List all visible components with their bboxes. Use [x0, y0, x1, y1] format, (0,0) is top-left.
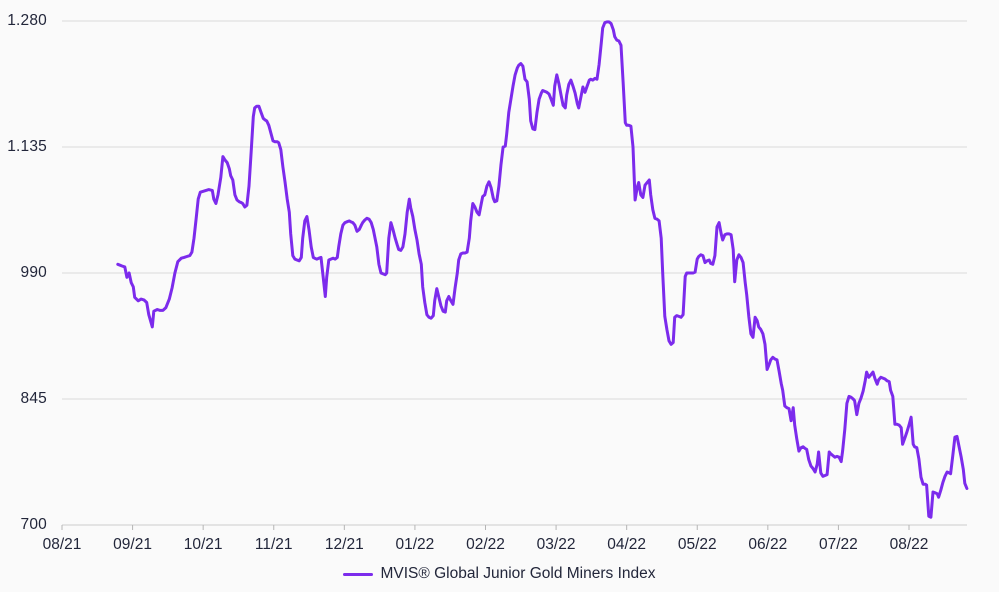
- x-axis-label: 08/21: [42, 536, 82, 553]
- x-axis-label: 04/22: [607, 536, 647, 553]
- x-axis-label: 03/22: [536, 536, 576, 553]
- y-axis-label: 845: [20, 390, 47, 407]
- x-axis-label: 06/22: [748, 536, 788, 553]
- x-axis-label: 05/22: [677, 536, 717, 553]
- x-axis-label: 12/21: [324, 536, 364, 553]
- y-axis-label: 1.135: [7, 138, 47, 155]
- x-axis-label: 09/21: [113, 536, 152, 553]
- x-axis-label: 01/22: [395, 536, 435, 553]
- x-axis-label: 11/21: [254, 536, 293, 553]
- legend: MVIS® Global Junior Gold Miners Index: [0, 563, 999, 585]
- series-line: [116, 20, 969, 519]
- x-axis-label: 07/22: [819, 536, 858, 553]
- legend-label: MVIS® Global Junior Gold Miners Index: [380, 565, 656, 582]
- x-axis-label: 10/21: [183, 536, 223, 553]
- x-axis-label: 02/22: [466, 536, 505, 553]
- x-axis-label: 08/22: [889, 536, 929, 553]
- y-axis-label: 1.280: [7, 12, 47, 29]
- y-axis-label: 990: [20, 264, 47, 281]
- y-axis-label: 700: [20, 516, 47, 533]
- legend-line-swatch: [343, 572, 374, 576]
